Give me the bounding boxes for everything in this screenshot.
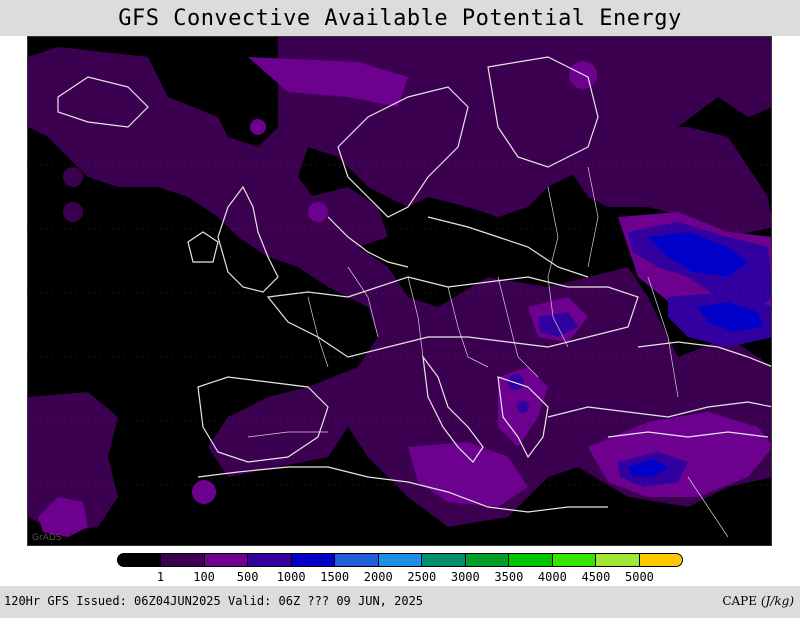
map-title: GFS Convective Available Potential Energ… [118, 5, 682, 31]
colorbar-tick-label: 5000 [625, 570, 654, 584]
colorbar-tick-label: 2500 [407, 570, 437, 584]
colorbar-swatch [465, 553, 510, 567]
colorbar-tick-label: 2000 [363, 570, 393, 584]
colorbar-swatch [596, 553, 640, 567]
colorbar-tick-label: 4000 [537, 570, 567, 584]
unit-text: (J/kg) [760, 594, 794, 608]
colorbar-swatch [161, 553, 205, 567]
colorbar-tick-label: 3500 [494, 570, 524, 584]
colorbar-tick-label: 500 [236, 570, 259, 584]
colorbar-tick-label: 1 [156, 570, 165, 584]
cape-field-low [28, 37, 771, 532]
colorbar-swatch [204, 553, 249, 567]
footer-bar: 120Hr GFS Issued: 06Z04JUN2025 Valid: 06… [0, 586, 800, 618]
colorbar-tick-label: 1500 [320, 570, 350, 584]
colorbar-swatch [248, 553, 292, 567]
colorbar-swatch [639, 553, 684, 567]
grads-credit: GrADS [32, 533, 62, 543]
colorbar-swatch [422, 553, 466, 567]
colorbar-labels: 1 100 500 1000 1500 2000 2500 3000 3500 4000 4500 5… [0, 570, 800, 584]
colorbar-swatch [117, 553, 162, 567]
colorbar-swatch [552, 553, 597, 567]
forecast-info: 120Hr GFS Issued: 06Z04JUN2025 Valid: 06… [4, 594, 424, 608]
colorbar-swatch [335, 553, 379, 567]
colorbar-swatch [378, 553, 423, 567]
colorbar-tick-label: 1000 [276, 570, 306, 584]
map-panel: GrADS [27, 36, 772, 546]
borders [247, 166, 729, 538]
cape-map [28, 37, 771, 545]
colorbar-tick-label: 4500 [581, 570, 611, 584]
coastlines [57, 56, 771, 513]
colorbar [117, 553, 684, 567]
units-label: CAPE (J/kg) [722, 594, 794, 608]
colorbar-swatch [291, 553, 336, 567]
variable-name: CAPE [722, 594, 757, 608]
colorbar-tick-label: 3000 [450, 570, 480, 584]
colorbar-swatch [509, 553, 553, 567]
title-bar: GFS Convective Available Potential Energ… [0, 0, 800, 36]
cape-field-highest [628, 232, 763, 477]
colorbar-tick-label: 100 [193, 570, 215, 584]
graticule [28, 164, 771, 486]
